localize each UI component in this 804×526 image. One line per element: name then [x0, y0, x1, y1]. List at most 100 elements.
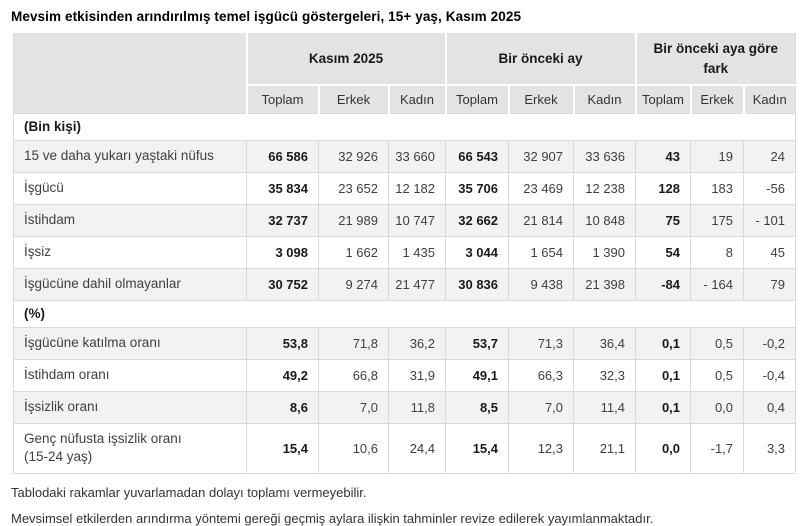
column-group-row: Kasım 2025 Bir önceki ay Bir önceki aya … — [13, 33, 796, 113]
corner-cell — [13, 33, 248, 113]
value-cell: 35 834 — [246, 171, 319, 204]
value-cell: 53,8 — [246, 326, 319, 359]
value-cell: 128 — [635, 171, 691, 204]
column-group-bir-onceki-ay: Bir önceki ay — [445, 33, 637, 86]
table-row: İstihdam 32 737 21 989 10 747 32 662 21 814 10… — [13, 203, 796, 236]
column-header-kadin: Kadın — [573, 85, 637, 113]
value-cell: 24,4 — [387, 422, 446, 473]
value-cell: 12 182 — [387, 171, 446, 204]
value-cell: 36,4 — [573, 326, 636, 359]
value-cell: 12,3 — [508, 422, 574, 473]
value-cell: 33 636 — [573, 139, 636, 172]
value-cell: -56 — [743, 171, 796, 204]
value-cell: 15,4 — [246, 422, 319, 473]
table-header: Kasım 2025 Bir önceki ay Bir önceki aya … — [13, 33, 796, 113]
value-cell: 23 652 — [318, 171, 389, 204]
value-cell: -84 — [635, 267, 691, 300]
value-cell: 11,4 — [573, 390, 636, 423]
column-header-toplam: Toplam — [635, 85, 692, 113]
value-cell: 183 — [690, 171, 744, 204]
value-cell: 33 660 — [387, 139, 446, 172]
value-cell: 30 752 — [246, 267, 319, 300]
footnote-rounding: Tablodaki rakamlar yuvarlamadan dolayı t… — [11, 484, 367, 500]
value-cell: 66 586 — [246, 139, 319, 172]
value-cell: 21 989 — [318, 203, 389, 236]
value-cell: - 164 — [690, 267, 744, 300]
value-cell: 23 469 — [508, 171, 574, 204]
value-cell: 0,4 — [743, 390, 796, 423]
row-label: İşgücü — [13, 171, 247, 204]
row-label-line1: Genç nüfusta işsizlik oranı — [24, 430, 182, 446]
value-cell: 19 — [690, 139, 744, 172]
value-cell: 7,0 — [508, 390, 574, 423]
row-label: İşgücüne katılma oranı — [13, 326, 247, 359]
value-cell: 36,2 — [387, 326, 446, 359]
column-header-erkek: Erkek — [690, 85, 745, 113]
value-cell: 8,6 — [246, 390, 319, 423]
value-cell: 0,5 — [690, 326, 744, 359]
column-header-kadin: Kadın — [388, 85, 447, 113]
table-row: İstihdam oranı 49,2 66,8 31,9 49,1 66,3 32,3 0,… — [13, 358, 796, 391]
value-cell: 71,8 — [318, 326, 389, 359]
value-cell: 24 — [743, 139, 796, 172]
column-header-erkek: Erkek — [318, 85, 390, 113]
value-cell: 7,0 — [318, 390, 389, 423]
value-cell: 45 — [743, 235, 796, 268]
value-cell: 32 926 — [318, 139, 389, 172]
value-cell: 0,0 — [635, 422, 691, 473]
value-cell: 75 — [635, 203, 691, 236]
value-cell: 0,1 — [635, 390, 691, 423]
value-cell: 1 435 — [387, 235, 446, 268]
column-group-kasim-2025: Kasım 2025 — [246, 33, 447, 86]
column-header-kadin: Kadın — [743, 85, 796, 113]
value-cell: 49,1 — [445, 358, 509, 391]
value-cell: 66 543 — [445, 139, 509, 172]
value-cell: 21 398 — [573, 267, 636, 300]
labour-indicators-table: Kasım 2025 Bir önceki ay Bir önceki aya … — [13, 33, 797, 474]
value-cell: - 101 — [743, 203, 796, 236]
value-cell: 10 747 — [387, 203, 446, 236]
value-cell: 11,8 — [387, 390, 446, 423]
page-title: Mevsim etkisinden arındırılmış temel işg… — [11, 9, 522, 24]
value-cell: 79 — [743, 267, 796, 300]
value-cell: 32 737 — [246, 203, 319, 236]
value-cell: 8 — [690, 235, 744, 268]
value-cell: 10 848 — [573, 203, 636, 236]
column-group-fark: Bir önceki aya göre fark — [635, 33, 796, 86]
section-header-row: (Bin kişi) — [13, 112, 796, 140]
footnote-revision: Mevsimsel etkilerden arındırma yöntemi g… — [11, 510, 654, 526]
value-cell: 1 390 — [573, 235, 636, 268]
table-row: 15 ve daha yukarı yaştaki nüfus 66 586 32 … — [13, 139, 796, 172]
value-cell: 1 654 — [508, 235, 574, 268]
value-cell: 66,8 — [318, 358, 389, 391]
value-cell: -1,7 — [690, 422, 744, 473]
value-cell: 35 706 — [445, 171, 509, 204]
row-label: İşsizlik oranı — [13, 390, 247, 423]
value-cell: 0,1 — [635, 358, 691, 391]
value-cell: 12 238 — [573, 171, 636, 204]
value-cell: 3 098 — [246, 235, 319, 268]
value-cell: 31,9 — [387, 358, 446, 391]
value-cell: 21 477 — [387, 267, 446, 300]
value-cell: 175 — [690, 203, 744, 236]
value-cell: 32,3 — [573, 358, 636, 391]
table-row: İşsiz 3 098 1 662 1 435 3 044 1 654 1 390 54 8 45 — [13, 235, 796, 268]
row-label: İşsiz — [13, 235, 247, 268]
sub-header-row: Toplam Erkek Kadın Toplam Erkek Kadın To… — [14, 85, 796, 113]
row-label: Genç nüfusta işsizlik oranı (15-24 yaş) — [13, 422, 247, 473]
value-cell: 3 044 — [445, 235, 509, 268]
value-cell: 9 438 — [508, 267, 574, 300]
row-label-line2: (15-24 yaş) — [24, 449, 93, 464]
value-cell: 9 274 — [318, 267, 389, 300]
section-header-row: (%) — [13, 299, 796, 327]
value-cell: 3,3 — [743, 422, 796, 473]
value-cell: 21 814 — [508, 203, 574, 236]
value-cell: 0,1 — [635, 326, 691, 359]
column-header-erkek: Erkek — [508, 85, 575, 113]
row-label: İstihdam oranı — [13, 358, 247, 391]
value-cell: 71,3 — [508, 326, 574, 359]
table-row: İşgücüne katılma oranı 53,8 71,8 36,2 53,7 71… — [13, 326, 796, 359]
value-cell: 10,6 — [318, 422, 389, 473]
value-cell: 0,5 — [690, 358, 744, 391]
section-label: (Bin kişi) — [13, 112, 796, 140]
